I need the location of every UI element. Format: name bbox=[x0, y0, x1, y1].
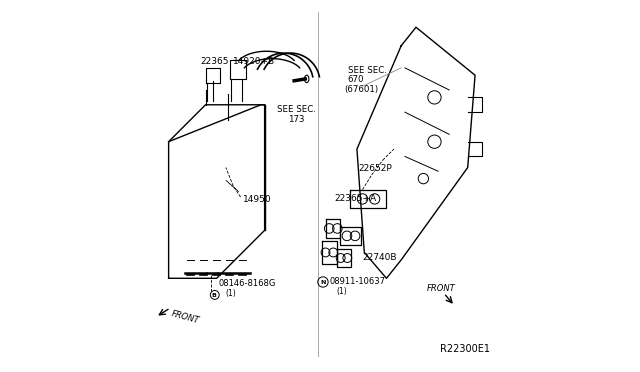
Text: 22652P: 22652P bbox=[359, 164, 392, 173]
Text: FRONT: FRONT bbox=[170, 310, 200, 326]
Text: 14920+B: 14920+B bbox=[233, 57, 275, 66]
Text: FRONT: FRONT bbox=[427, 284, 456, 293]
Text: (1): (1) bbox=[337, 287, 348, 296]
Text: (67601): (67601) bbox=[344, 85, 378, 94]
Text: B: B bbox=[211, 293, 216, 298]
Text: 08146-8168G: 08146-8168G bbox=[218, 279, 276, 288]
Text: 08911-10637: 08911-10637 bbox=[330, 278, 386, 286]
Text: 670: 670 bbox=[348, 76, 364, 84]
Text: (1): (1) bbox=[226, 289, 237, 298]
Text: 22365: 22365 bbox=[200, 57, 228, 66]
Text: 14950: 14950 bbox=[243, 195, 271, 204]
Text: 22740B: 22740B bbox=[362, 253, 397, 262]
Text: SEE SEC.: SEE SEC. bbox=[348, 66, 387, 75]
Text: N: N bbox=[320, 280, 325, 285]
Text: SEE SEC.
173: SEE SEC. 173 bbox=[276, 105, 316, 124]
Text: 22365+A: 22365+A bbox=[335, 193, 377, 203]
Text: R22300E1: R22300E1 bbox=[440, 344, 490, 354]
